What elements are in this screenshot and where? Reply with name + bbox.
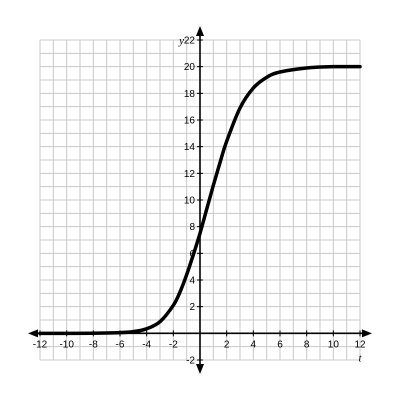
x-axis-arrow-right bbox=[362, 329, 372, 338]
y-tick-label: 22 bbox=[184, 36, 196, 47]
x-tick-label: -4 bbox=[142, 339, 151, 350]
y-tick-label: 10 bbox=[184, 196, 196, 207]
x-tick-label: -2 bbox=[169, 339, 178, 350]
y-tick-label: 8 bbox=[189, 222, 195, 233]
y-axis-label: y bbox=[178, 35, 184, 47]
x-tick-label: -10 bbox=[59, 339, 74, 350]
y-axis-arrow-down bbox=[196, 364, 204, 374]
y-tick-label: -2 bbox=[186, 356, 195, 367]
x-tick-label: 4 bbox=[251, 339, 257, 350]
x-tick-label: -8 bbox=[89, 339, 98, 350]
x-tick-label: 6 bbox=[277, 339, 283, 350]
x-tick-label: 2 bbox=[224, 339, 230, 350]
x-tick-label: -6 bbox=[116, 339, 125, 350]
y-tick-label: 12 bbox=[184, 169, 196, 180]
y-tick-label: 16 bbox=[184, 116, 196, 127]
y-tick-label: 2 bbox=[189, 302, 195, 313]
x-tick-label: -12 bbox=[33, 339, 48, 350]
y-tick-label: 18 bbox=[184, 89, 196, 100]
y-tick-label: 20 bbox=[184, 62, 196, 73]
x-axis-label: t bbox=[358, 352, 362, 364]
x-tick-label: 12 bbox=[354, 339, 366, 350]
y-axis-arrow-up bbox=[196, 26, 204, 36]
y-tick-label: 14 bbox=[184, 142, 196, 153]
x-axis-arrow-left bbox=[28, 329, 38, 338]
series-line bbox=[38, 64, 362, 336]
y-tick-label: 4 bbox=[189, 276, 195, 287]
x-tick-label: 10 bbox=[328, 339, 340, 350]
x-tick-label: 8 bbox=[304, 339, 310, 350]
series-layer bbox=[38, 64, 362, 336]
